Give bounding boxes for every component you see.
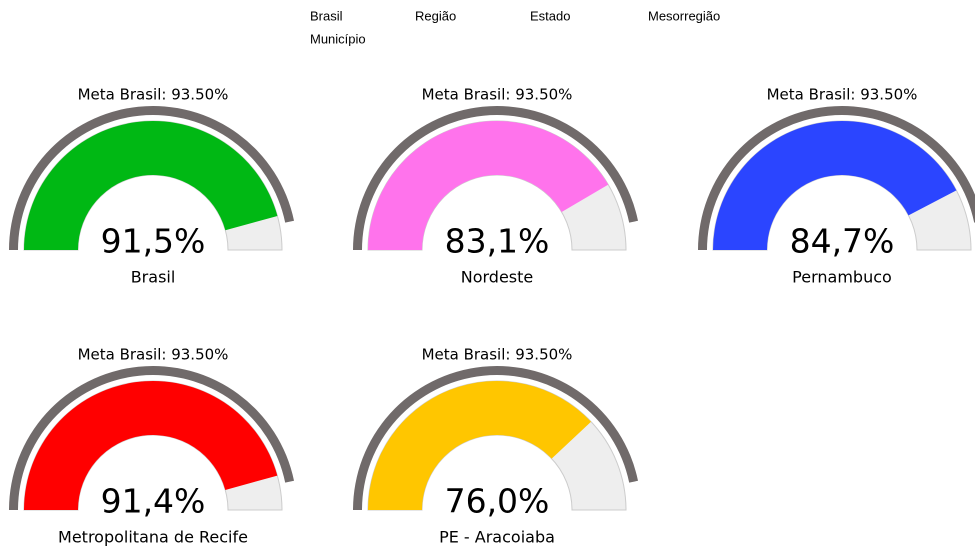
gauge-value-arc xyxy=(713,120,957,250)
gauge-title: Meta Brasil: 93.50% xyxy=(422,346,573,364)
nav-link[interactable]: Região xyxy=(415,8,456,23)
nav-link[interactable]: Município xyxy=(310,31,366,46)
nav-link[interactable]: Estado xyxy=(530,8,570,23)
gauge-value: 84,7% xyxy=(790,222,895,261)
gauge-label: Metropolitana de Recife xyxy=(58,528,248,547)
gauge-label: Brasil xyxy=(131,268,176,287)
gauge-label: PE - Aracoiaba xyxy=(439,528,555,547)
gauge-title: Meta Brasil: 93.50% xyxy=(767,86,918,104)
gauge-value: 83,1% xyxy=(445,222,550,261)
gauge-value: 76,0% xyxy=(445,482,550,521)
gauge-value-arc xyxy=(23,120,278,250)
gauge-title: Meta Brasil: 93.50% xyxy=(78,86,229,104)
gauge-label: Pernambuco xyxy=(792,268,892,287)
gauge-value: 91,5% xyxy=(101,222,206,261)
gauge-value-arc xyxy=(368,120,609,250)
gauge-label: Nordeste xyxy=(461,268,534,287)
gauge-title: Meta Brasil: 93.50% xyxy=(78,346,229,364)
nav-link[interactable]: Mesorregião xyxy=(648,8,720,23)
gauge-value-arc xyxy=(24,381,278,510)
nav-link[interactable]: Brasil xyxy=(310,8,343,23)
gauge-value-arc xyxy=(368,381,592,510)
gauge-value: 91,4% xyxy=(101,482,206,521)
gauge-title: Meta Brasil: 93.50% xyxy=(422,86,573,104)
